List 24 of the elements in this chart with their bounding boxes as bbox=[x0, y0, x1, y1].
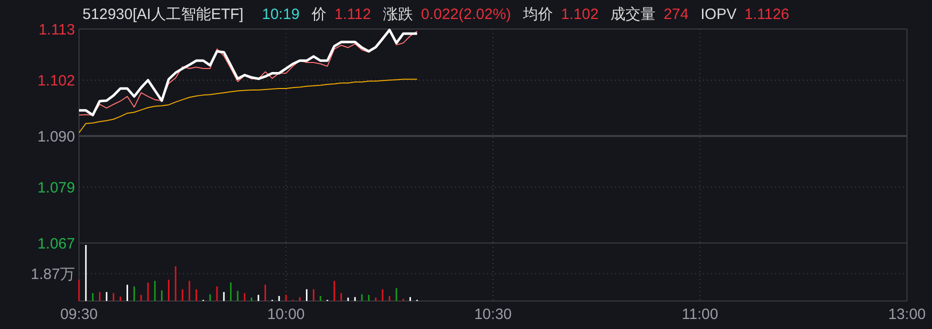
text: IOPV bbox=[700, 6, 736, 23]
x-tick-label: 10:30 bbox=[474, 306, 512, 323]
x-tick-label: 13:00 bbox=[888, 306, 926, 323]
x-tick-label: 11:00 bbox=[682, 306, 718, 323]
text: 1.102 bbox=[561, 6, 599, 23]
text: 均价 bbox=[522, 6, 554, 23]
text: 涨跌 bbox=[382, 6, 413, 23]
text: 1.87万 bbox=[30, 266, 75, 283]
y-tick-label: 1.079 bbox=[37, 179, 75, 196]
line-series bbox=[78, 78, 418, 134]
x-tick-label: 10:00 bbox=[267, 306, 305, 323]
text: 价 bbox=[310, 6, 327, 23]
y-tick-label: 1.113 bbox=[38, 21, 75, 38]
chart-title: 512930[AI人工智能ETF] bbox=[82, 6, 244, 23]
y-tick-label: 1.090 bbox=[37, 128, 75, 146]
text: 1.112 bbox=[334, 6, 371, 23]
text: 1.1126 bbox=[744, 6, 790, 23]
y-tick-label: 1.067 bbox=[37, 235, 75, 252]
text: 0.022(2.02%) bbox=[420, 6, 512, 23]
text: 成交量 bbox=[610, 6, 656, 23]
text: 274 bbox=[664, 6, 689, 23]
text: 10:19 bbox=[262, 6, 300, 23]
y-tick-label: 1.102 bbox=[37, 72, 75, 90]
x-tick-label: 09:30 bbox=[60, 306, 98, 323]
